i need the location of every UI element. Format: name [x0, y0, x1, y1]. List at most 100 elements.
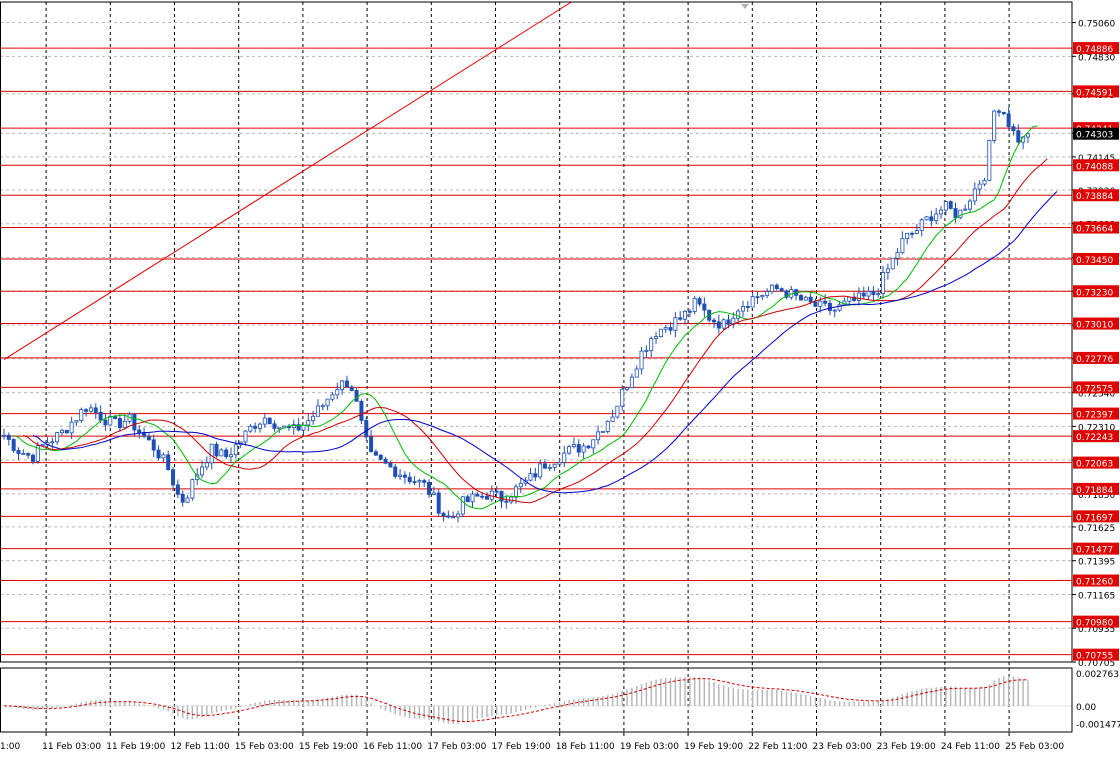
candle-body [427, 482, 432, 495]
price-level-label: 0.70755 [1076, 652, 1113, 662]
candle-body [30, 454, 35, 462]
price-tick-label: 0.71625 [1078, 524, 1115, 534]
candle-body [151, 439, 156, 451]
candle-body [98, 412, 103, 421]
candle-body [315, 405, 320, 417]
price-level-tag [1073, 407, 1119, 420]
candle-body [475, 493, 480, 497]
candle-body [219, 449, 224, 457]
candle-body [639, 350, 644, 370]
candle-body [257, 423, 262, 429]
candle-body [446, 515, 451, 518]
candle-body [818, 300, 823, 307]
price-level-tag [1073, 285, 1119, 298]
price-level-tag [1073, 482, 1119, 495]
candle-body [987, 140, 992, 181]
candle-body [156, 449, 161, 459]
candle-body [214, 443, 219, 457]
candle-body [726, 319, 731, 325]
candle-body [122, 420, 127, 429]
candle-body [451, 516, 456, 519]
oscillator [0, 676, 1072, 724]
candle-body [702, 303, 707, 311]
candle-body [1011, 126, 1016, 132]
price-level-tag [1073, 456, 1119, 469]
candle-body [402, 474, 407, 478]
price-tick-label: 0.70935 [1078, 625, 1115, 635]
time-axis[interactable]: 1:00 11 Feb 03:00 11 Feb 19:00 12 Feb 11:00… [0, 732, 1064, 752]
price-level-label: 0.74886 [1076, 45, 1113, 55]
candle-body [325, 398, 330, 407]
candle-body [132, 413, 137, 431]
candle-body [407, 476, 412, 483]
oscillator-tick-label: 0.00 [1076, 703, 1096, 713]
candle-body [378, 454, 383, 460]
candle-body [465, 496, 470, 503]
candle-body [683, 310, 688, 320]
candle-body [137, 429, 142, 433]
trend-line [3, 1, 572, 360]
time-tick-label: 22 Feb 11:00 [748, 742, 807, 752]
candle-body [620, 388, 625, 407]
time-tick-label: 19 Feb 19:00 [684, 742, 743, 752]
price-tick-label: 0.75060 [1078, 20, 1115, 30]
candle-body [803, 296, 808, 301]
candle-body [673, 317, 678, 331]
candle-body [576, 444, 581, 453]
price-level-label: 0.72063 [1076, 460, 1113, 470]
time-tick-label: 15 Feb 19:00 [299, 742, 358, 752]
price-tick-label: 0.71850 [1078, 491, 1115, 501]
candle-body [910, 232, 915, 235]
candle-body [629, 376, 634, 389]
candle-body [552, 463, 557, 468]
candle-body [852, 296, 857, 301]
candle-body [948, 201, 953, 209]
candle-body [654, 336, 659, 340]
candle-body [586, 445, 591, 449]
candle-body [369, 436, 374, 453]
price-axis[interactable]: 0.750600.748300.745750.743050.741450.739… [1072, 20, 1120, 731]
time-tick-label: 12 Feb 11:00 [171, 742, 230, 752]
candle-body [687, 310, 692, 313]
candle-body [1001, 111, 1006, 115]
candle-body [204, 462, 209, 468]
current-price-tag [1073, 127, 1119, 140]
price-level-tag [1073, 542, 1119, 555]
price-level-label: 0.73450 [1076, 256, 1113, 266]
candle-body [296, 424, 301, 431]
price-level-label: 0.72575 [1076, 384, 1113, 394]
moving-averages [13, 125, 1058, 510]
candle-body [277, 427, 282, 430]
candle-body [84, 409, 89, 412]
candle-body [837, 304, 842, 311]
price-tick-label: 0.70705 [1078, 659, 1115, 669]
main-panel-border [0, 1, 1073, 663]
candle-body [784, 290, 789, 298]
candle-body [489, 490, 494, 500]
candle-body [939, 209, 944, 215]
candle-body [412, 481, 417, 484]
candle-body [943, 201, 948, 211]
candle-body [610, 416, 615, 422]
candle-body [769, 284, 774, 292]
candle-body [398, 474, 403, 477]
candle-body [591, 439, 596, 449]
candle-body [823, 300, 828, 304]
candle-body [876, 293, 881, 295]
price-level-tag [1073, 574, 1119, 587]
time-tick-label: 11 Feb 03:00 [42, 742, 101, 752]
candle-body [171, 469, 176, 486]
moving-average-line [23, 158, 1048, 504]
candle-body [774, 284, 779, 290]
candle-body [953, 208, 958, 219]
trend-line-layer [3, 1, 572, 360]
candle-body [306, 420, 311, 426]
candle-body [871, 291, 876, 295]
candle-body [900, 238, 905, 253]
price-level-label: 0.73664 [1076, 225, 1113, 235]
candle-body [55, 432, 60, 443]
candle-body [658, 328, 663, 338]
candle-body [605, 421, 610, 432]
candle-body [571, 444, 576, 448]
